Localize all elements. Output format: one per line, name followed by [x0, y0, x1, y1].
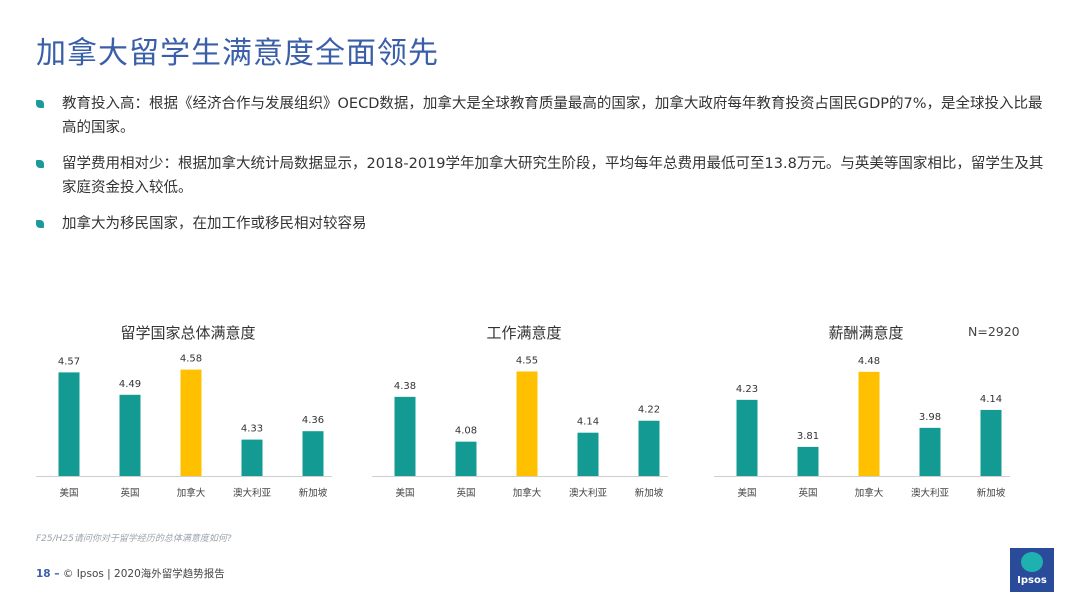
bullet-icon [36, 220, 44, 228]
data-label: 4.48 [858, 356, 880, 367]
page-number: 18 – [36, 568, 60, 580]
data-label: 4.33 [241, 424, 263, 435]
bullet-text: 留学费用相对少：根据加拿大统计局数据显示，2018-2019学年加拿大研究生阶段… [62, 156, 1044, 196]
logo-circle-icon [1021, 552, 1043, 572]
chart-salary-satisfaction: 薪酬满意度 4.23 美国 3.81 英国 4.48 加拿大 3.98 澳大利亚 4.14 新加坡 [714, 318, 1026, 508]
data-label: 4.49 [119, 379, 141, 390]
bar [577, 432, 599, 476]
category-label: 澳大利亚 [233, 487, 272, 499]
category-label: 澳大利亚 [911, 487, 950, 499]
bar [516, 371, 538, 476]
chart-overall-satisfaction: 留学国家总体满意度 4.57 美国 4.49 英国 4.58 加拿大 4.33 澳大利亚 4.36… [36, 318, 348, 508]
category-label: 美国 [59, 487, 78, 499]
data-label: 4.38 [394, 381, 416, 392]
bar [980, 409, 1002, 476]
chart-svg: 工作满意度 4.38 美国 4.08 英国 4.55 加拿大 4.14 澳大利亚 4.22 新加坡 [372, 324, 668, 499]
category-label: 美国 [737, 487, 756, 499]
data-label: 4.55 [516, 355, 538, 366]
chart-svg: 薪酬满意度 4.23 美国 3.81 英国 4.48 加拿大 3.98 澳大利亚 4.14 新加坡 [714, 324, 1010, 499]
bar [797, 446, 819, 476]
bar [858, 371, 880, 476]
bar [394, 396, 416, 476]
category-label: 新加坡 [299, 487, 328, 499]
chart-work-satisfaction: 工作满意度 4.38 美国 4.08 英国 4.55 加拿大 4.14 澳大利亚 4.22 新加坡 [372, 318, 684, 508]
bar [180, 369, 202, 476]
bar [241, 439, 263, 476]
category-label: 澳大利亚 [569, 487, 608, 499]
category-label: 加拿大 [513, 487, 542, 499]
data-label: 4.08 [455, 426, 477, 437]
bullet-text: 加拿大为移民国家，在加工作或移民相对较容易 [62, 216, 367, 232]
logo-text: Ipsos [1017, 575, 1047, 586]
bullet-item: 教育投入高：根据《经济合作与发展组织》OECD数据，加拿大是全球教育质量最高的国… [34, 92, 1044, 140]
data-label: 4.22 [638, 405, 660, 416]
category-label: 英国 [120, 487, 139, 499]
data-label: 4.23 [736, 384, 758, 395]
bar [58, 372, 80, 476]
bar [455, 441, 477, 476]
category-label: 加拿大 [855, 487, 884, 499]
category-label: 英国 [798, 487, 817, 499]
sample-size-label: N=2920 [968, 324, 1020, 339]
data-label: 3.98 [919, 412, 941, 423]
bullet-item: 留学费用相对少：根据加拿大统计局数据显示，2018-2019学年加拿大研究生阶段… [34, 152, 1044, 200]
data-label: 4.58 [180, 354, 202, 365]
page-title: 加拿大留学生满意度全面领先 [36, 36, 439, 71]
category-label: 美国 [395, 487, 414, 499]
bar [736, 399, 758, 476]
category-label: 英国 [456, 487, 475, 499]
bullet-icon [36, 100, 44, 108]
bar [302, 431, 324, 476]
data-label: 4.14 [577, 417, 599, 428]
data-label: 4.36 [302, 415, 324, 426]
chart-svg: 留学国家总体满意度 4.57 美国 4.49 英国 4.58 加拿大 4.33 澳大利亚 4.36… [36, 324, 332, 499]
bullet-item: 加拿大为移民国家，在加工作或移民相对较容易 [34, 212, 1044, 236]
chart-title: 薪酬满意度 [828, 324, 903, 342]
category-label: 新加坡 [977, 487, 1006, 499]
ipsos-logo: Ipsos [1010, 548, 1054, 592]
bar [919, 427, 941, 476]
footnote: F25/H25请问你对于留学经历的总体满意度如何? [36, 534, 232, 544]
footer: 18 – © Ipsos | 2020海外留学趋势报告 [36, 566, 225, 581]
chart-title: 留学国家总体满意度 [120, 324, 255, 342]
category-label: 新加坡 [635, 487, 664, 499]
bar [638, 420, 660, 476]
data-label: 4.57 [58, 356, 80, 367]
bullet-list: 教育投入高：根据《经济合作与发展组织》OECD数据，加拿大是全球教育质量最高的国… [34, 92, 1044, 248]
data-label: 4.14 [980, 394, 1002, 405]
chart-title: 工作满意度 [486, 324, 561, 342]
category-label: 加拿大 [177, 487, 206, 499]
bullet-icon [36, 160, 44, 168]
bullet-text: 教育投入高：根据《经济合作与发展组织》OECD数据，加拿大是全球教育质量最高的国… [62, 96, 1043, 136]
bar [119, 394, 141, 476]
data-label: 3.81 [797, 431, 819, 442]
footer-text: © Ipsos | 2020海外留学趋势报告 [62, 568, 225, 580]
